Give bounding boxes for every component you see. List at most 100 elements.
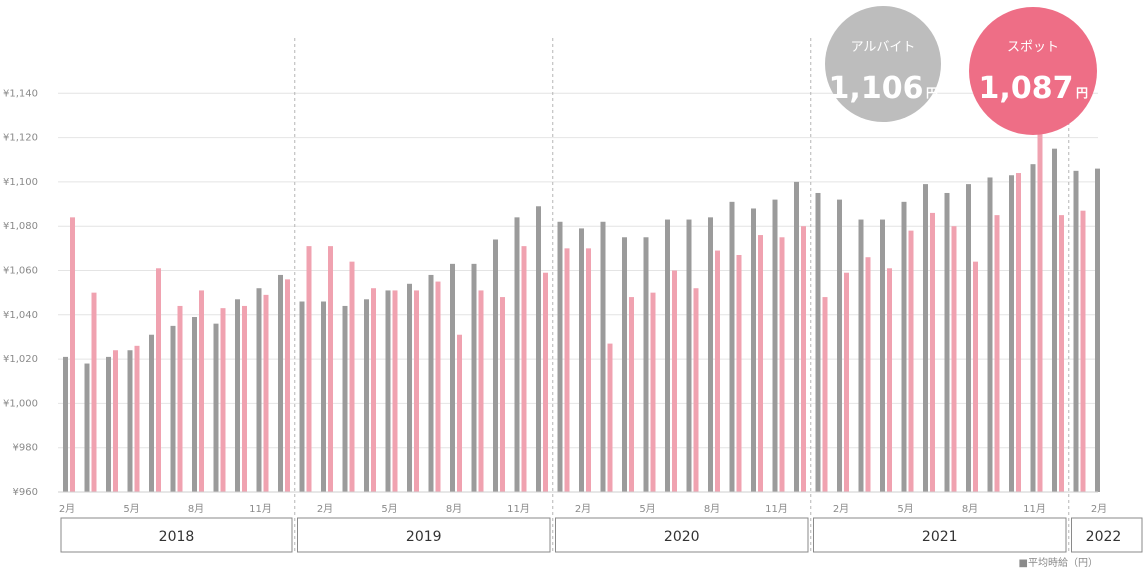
y-tick-label: ¥1,080 [3,221,38,232]
arubaito-bar [858,219,864,492]
x-tick-label: 8月 [188,503,204,515]
y-axis: ¥1,140 ¥1,120 ¥1,100 ¥1,080 ¥1,060 ¥1,040 ¥1,0… [3,88,38,498]
arubaito-bubble-label: アルバイト [851,40,916,55]
arubaito-bubble: アルバイト 1,106 円 [825,6,941,122]
arubaito-bar [751,208,756,493]
arubaito-bar [966,184,971,493]
arubaito-bubble-unit: 円 [926,86,938,100]
y-tick-label: ¥960 [13,487,38,498]
arubaito-bar [63,356,68,492]
spot-bar [650,292,656,492]
y-tick-label: ¥1,120 [3,133,38,144]
arubaito-bar [299,301,305,492]
legend-label: ■平均時給（円） [1019,556,1098,569]
arubaito-bubble-value: 1,106 [829,71,924,106]
arubaito-bar [450,263,455,492]
spot-bar [758,235,763,492]
spot-bubble-value: 1,087 [979,71,1074,106]
spot-bar [672,270,677,492]
y-tick-label: ¥1,060 [3,266,38,277]
x-tick-label: 11月 [1023,503,1046,515]
y-tick-label: ¥1,040 [3,310,38,321]
arubaito-bar [1009,175,1014,492]
spot-bar [177,305,183,492]
arubaito-bar [772,199,778,492]
spot-bar [70,217,75,492]
spot-bar [1059,215,1064,492]
arubaito-bar [600,221,606,492]
arubaito-bar [901,201,907,492]
year-label: 2022 [1086,529,1122,545]
spot-bar [199,290,204,492]
arubaito-bar [837,199,842,492]
spot-bubble-circle [969,7,1097,135]
arubaito-bar [364,299,369,492]
arubaito-bar [579,228,584,493]
arubaito-bar [235,299,240,492]
spot-bar [500,297,505,492]
x-tick-label: 11月 [249,503,272,515]
spot-bar [371,288,376,492]
arubaito-bar [407,283,412,492]
year-label: 2018 [159,529,195,545]
year-box [1071,517,1143,553]
arubaito-bar [794,181,799,492]
y-tick-label: ¥1,020 [3,354,38,365]
arubaito-bar [815,192,821,492]
y-tick-label: ¥1,100 [3,177,38,188]
spot-bar [801,226,806,492]
x-tick-label: 11月 [765,503,788,515]
spot-bar [736,254,742,492]
arubaito-bar [944,192,950,492]
spot-bar [693,288,699,492]
arubaito-bar [665,219,670,492]
spot-bar [91,292,97,492]
spot-bar [478,290,484,492]
y-tick-label: ¥1,140 [3,88,38,99]
spot-bar [1016,173,1021,493]
spot-bar [629,297,634,492]
arubaito-bar [127,350,133,492]
spot-bar [1080,210,1086,492]
y-tick-label: ¥980 [13,443,38,454]
spot-bar [220,308,226,492]
year-label: 2020 [664,529,700,545]
arubaito-bubble-circle [825,6,941,122]
spot-bar [951,226,957,492]
spot-bar [285,279,290,492]
spot-bar [414,290,419,492]
spot-bubble-unit: 円 [1076,86,1088,100]
spot-bar [586,248,591,492]
year-label: 2021 [922,529,958,545]
spot-bar [887,268,892,492]
arubaito-bar [192,317,197,492]
arubaito-bar [987,177,993,492]
arubaito-bar [471,263,477,492]
x-tick-label: 5月 [897,503,913,515]
bars [63,126,1100,493]
arubaito-bar [923,184,928,493]
arubaito-bar [643,237,649,492]
spot-bar [328,246,333,492]
arubaito-bar [622,237,627,492]
x-tick-label: 8月 [704,503,720,515]
spot-bubble: スポット 1,087 円 [969,7,1097,135]
x-tick-label: 8月 [962,503,978,515]
year-box [60,517,293,553]
spot-bar [844,272,849,492]
year-box [555,517,809,553]
spot-bar [822,297,828,492]
arubaito-bar [1030,164,1036,492]
arubaito-bar [213,323,219,492]
spot-bar [973,261,978,492]
arubaito-bar [256,288,262,492]
x-tick-label: 8月 [446,503,462,515]
legend: ■平均時給（円） [1019,556,1098,569]
spot-bar [242,305,247,492]
spot-bar [1037,126,1043,493]
spot-bar [779,237,785,492]
x-tick-label: 5月 [639,503,655,515]
arubaito-bar [1052,148,1057,493]
spot-bar [930,212,935,492]
